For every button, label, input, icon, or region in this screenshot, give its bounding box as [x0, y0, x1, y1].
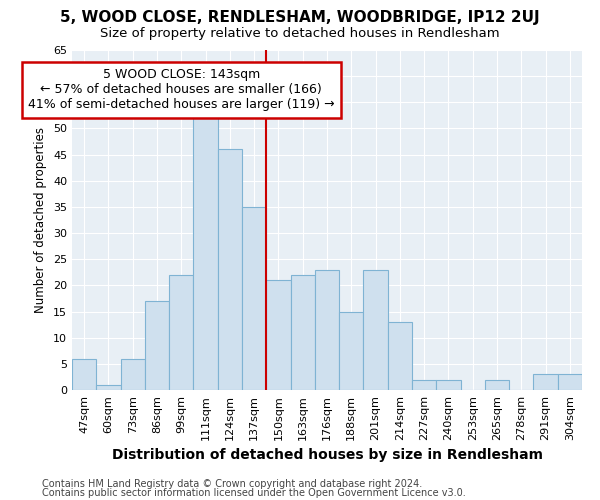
Bar	[412, 380, 436, 390]
Bar	[339, 312, 364, 390]
Bar	[242, 207, 266, 390]
Text: Contains HM Land Registry data © Crown copyright and database right 2024.: Contains HM Land Registry data © Crown c…	[42, 479, 422, 489]
Bar	[558, 374, 582, 390]
Text: Contains public sector information licensed under the Open Government Licence v3: Contains public sector information licen…	[42, 488, 466, 498]
Y-axis label: Number of detached properties: Number of detached properties	[34, 127, 47, 313]
Bar	[436, 380, 461, 390]
Bar	[145, 301, 169, 390]
Text: 5 WOOD CLOSE: 143sqm
← 57% of detached houses are smaller (166)
41% of semi-deta: 5 WOOD CLOSE: 143sqm ← 57% of detached h…	[28, 68, 335, 112]
Bar	[290, 275, 315, 390]
Bar	[121, 358, 145, 390]
Bar	[266, 280, 290, 390]
Text: Size of property relative to detached houses in Rendlesham: Size of property relative to detached ho…	[100, 28, 500, 40]
Bar	[96, 385, 121, 390]
Bar	[169, 275, 193, 390]
Text: 5, WOOD CLOSE, RENDLESHAM, WOODBRIDGE, IP12 2UJ: 5, WOOD CLOSE, RENDLESHAM, WOODBRIDGE, I…	[60, 10, 540, 25]
Bar	[485, 380, 509, 390]
Bar	[533, 374, 558, 390]
Bar	[315, 270, 339, 390]
Bar	[364, 270, 388, 390]
Bar	[72, 358, 96, 390]
Bar	[388, 322, 412, 390]
Bar	[218, 150, 242, 390]
X-axis label: Distribution of detached houses by size in Rendlesham: Distribution of detached houses by size …	[112, 448, 542, 462]
Bar	[193, 108, 218, 390]
